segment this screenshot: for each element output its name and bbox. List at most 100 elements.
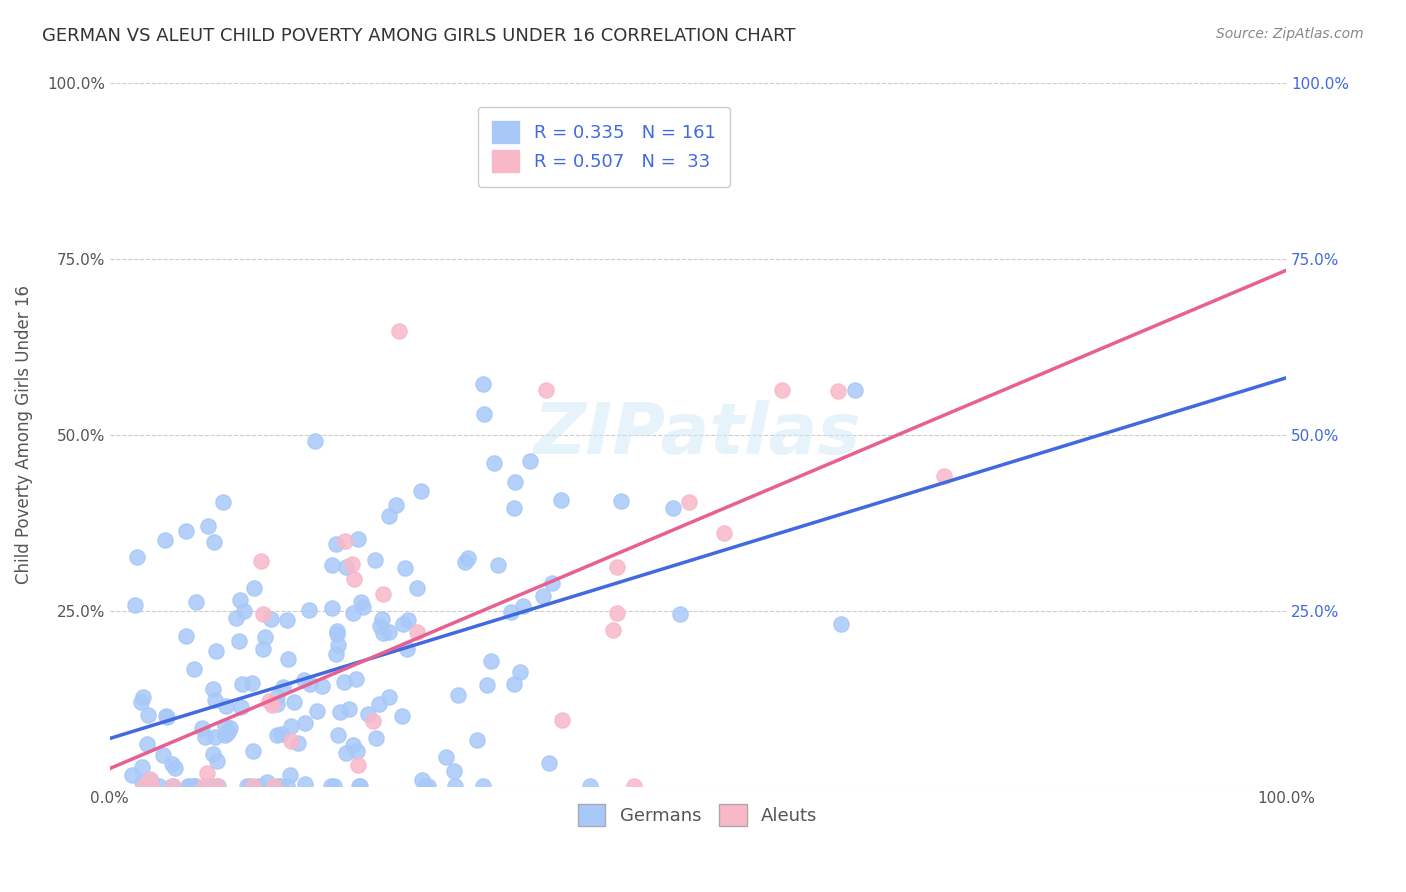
Point	[242, 744, 264, 758]
Point	[501, 605, 523, 619]
Point	[266, 690, 288, 704]
Point	[502, 501, 524, 516]
Point	[257, 694, 280, 708]
Point	[298, 677, 321, 691]
Point	[298, 603, 321, 617]
Point	[202, 681, 225, 696]
Point	[283, 695, 305, 709]
Point	[486, 558, 509, 573]
Point	[337, 702, 360, 716]
Point	[541, 575, 564, 590]
Point	[174, 524, 197, 539]
Point	[162, 780, 184, 794]
Point	[205, 780, 228, 794]
Point	[322, 780, 344, 794]
Point	[139, 772, 162, 786]
Point	[385, 498, 408, 512]
Point	[579, 780, 602, 794]
Point	[195, 766, 218, 780]
Point	[155, 709, 177, 723]
Point	[177, 780, 200, 794]
Point	[294, 715, 316, 730]
Point	[550, 493, 572, 508]
Point	[271, 680, 294, 694]
Point	[292, 673, 315, 687]
Point	[394, 560, 416, 574]
Point	[325, 647, 347, 661]
Point	[205, 644, 228, 658]
Point	[305, 704, 328, 718]
Point	[388, 324, 411, 338]
Point	[160, 780, 183, 794]
Point	[280, 718, 302, 732]
Point	[606, 606, 628, 620]
Point	[713, 526, 735, 541]
Point	[228, 634, 250, 648]
Point	[186, 595, 208, 609]
Point	[194, 730, 217, 744]
Point	[231, 700, 253, 714]
Point	[443, 764, 465, 779]
Point	[396, 642, 419, 657]
Point	[183, 662, 205, 676]
Point	[471, 377, 494, 392]
Point	[321, 558, 343, 572]
Point	[368, 619, 391, 633]
Point	[662, 500, 685, 515]
Point	[502, 677, 524, 691]
Point	[131, 774, 153, 789]
Point	[202, 535, 225, 549]
Point	[152, 747, 174, 762]
Point	[368, 698, 391, 712]
Point	[371, 587, 394, 601]
Point	[844, 384, 866, 398]
Point	[377, 509, 399, 524]
Point	[678, 495, 700, 509]
Point	[371, 612, 394, 626]
Point	[606, 559, 628, 574]
Point	[233, 604, 256, 618]
Point	[217, 724, 239, 739]
Point	[134, 780, 156, 794]
Text: ZIPatlas: ZIPatlas	[534, 401, 862, 469]
Point	[770, 383, 793, 397]
Point	[346, 672, 368, 686]
Point	[342, 738, 364, 752]
Point	[623, 780, 645, 794]
Point	[287, 736, 309, 750]
Point	[252, 642, 274, 657]
Legend: Germans, Aleuts: Germans, Aleuts	[571, 797, 824, 834]
Text: Source: ZipAtlas.com: Source: ZipAtlas.com	[1216, 27, 1364, 41]
Point	[217, 726, 239, 740]
Point	[183, 780, 205, 794]
Point	[198, 780, 221, 794]
Point	[519, 454, 541, 468]
Point	[377, 624, 399, 639]
Point	[411, 483, 433, 498]
Point	[197, 518, 219, 533]
Point	[416, 780, 439, 794]
Point	[531, 589, 554, 603]
Point	[191, 722, 214, 736]
Point	[278, 768, 301, 782]
Point	[277, 652, 299, 666]
Point	[454, 556, 477, 570]
Point	[219, 721, 242, 735]
Point	[239, 780, 262, 794]
Point	[349, 780, 371, 794]
Point	[333, 675, 356, 690]
Point	[266, 697, 288, 711]
Point	[352, 599, 374, 614]
Point	[321, 780, 343, 794]
Point	[396, 613, 419, 627]
Point	[326, 638, 349, 652]
Point	[250, 554, 273, 568]
Point	[434, 750, 457, 764]
Point	[242, 780, 264, 794]
Point	[364, 553, 387, 567]
Point	[335, 560, 357, 574]
Point	[350, 594, 373, 608]
Point	[830, 617, 852, 632]
Point	[346, 743, 368, 757]
Point	[311, 679, 333, 693]
